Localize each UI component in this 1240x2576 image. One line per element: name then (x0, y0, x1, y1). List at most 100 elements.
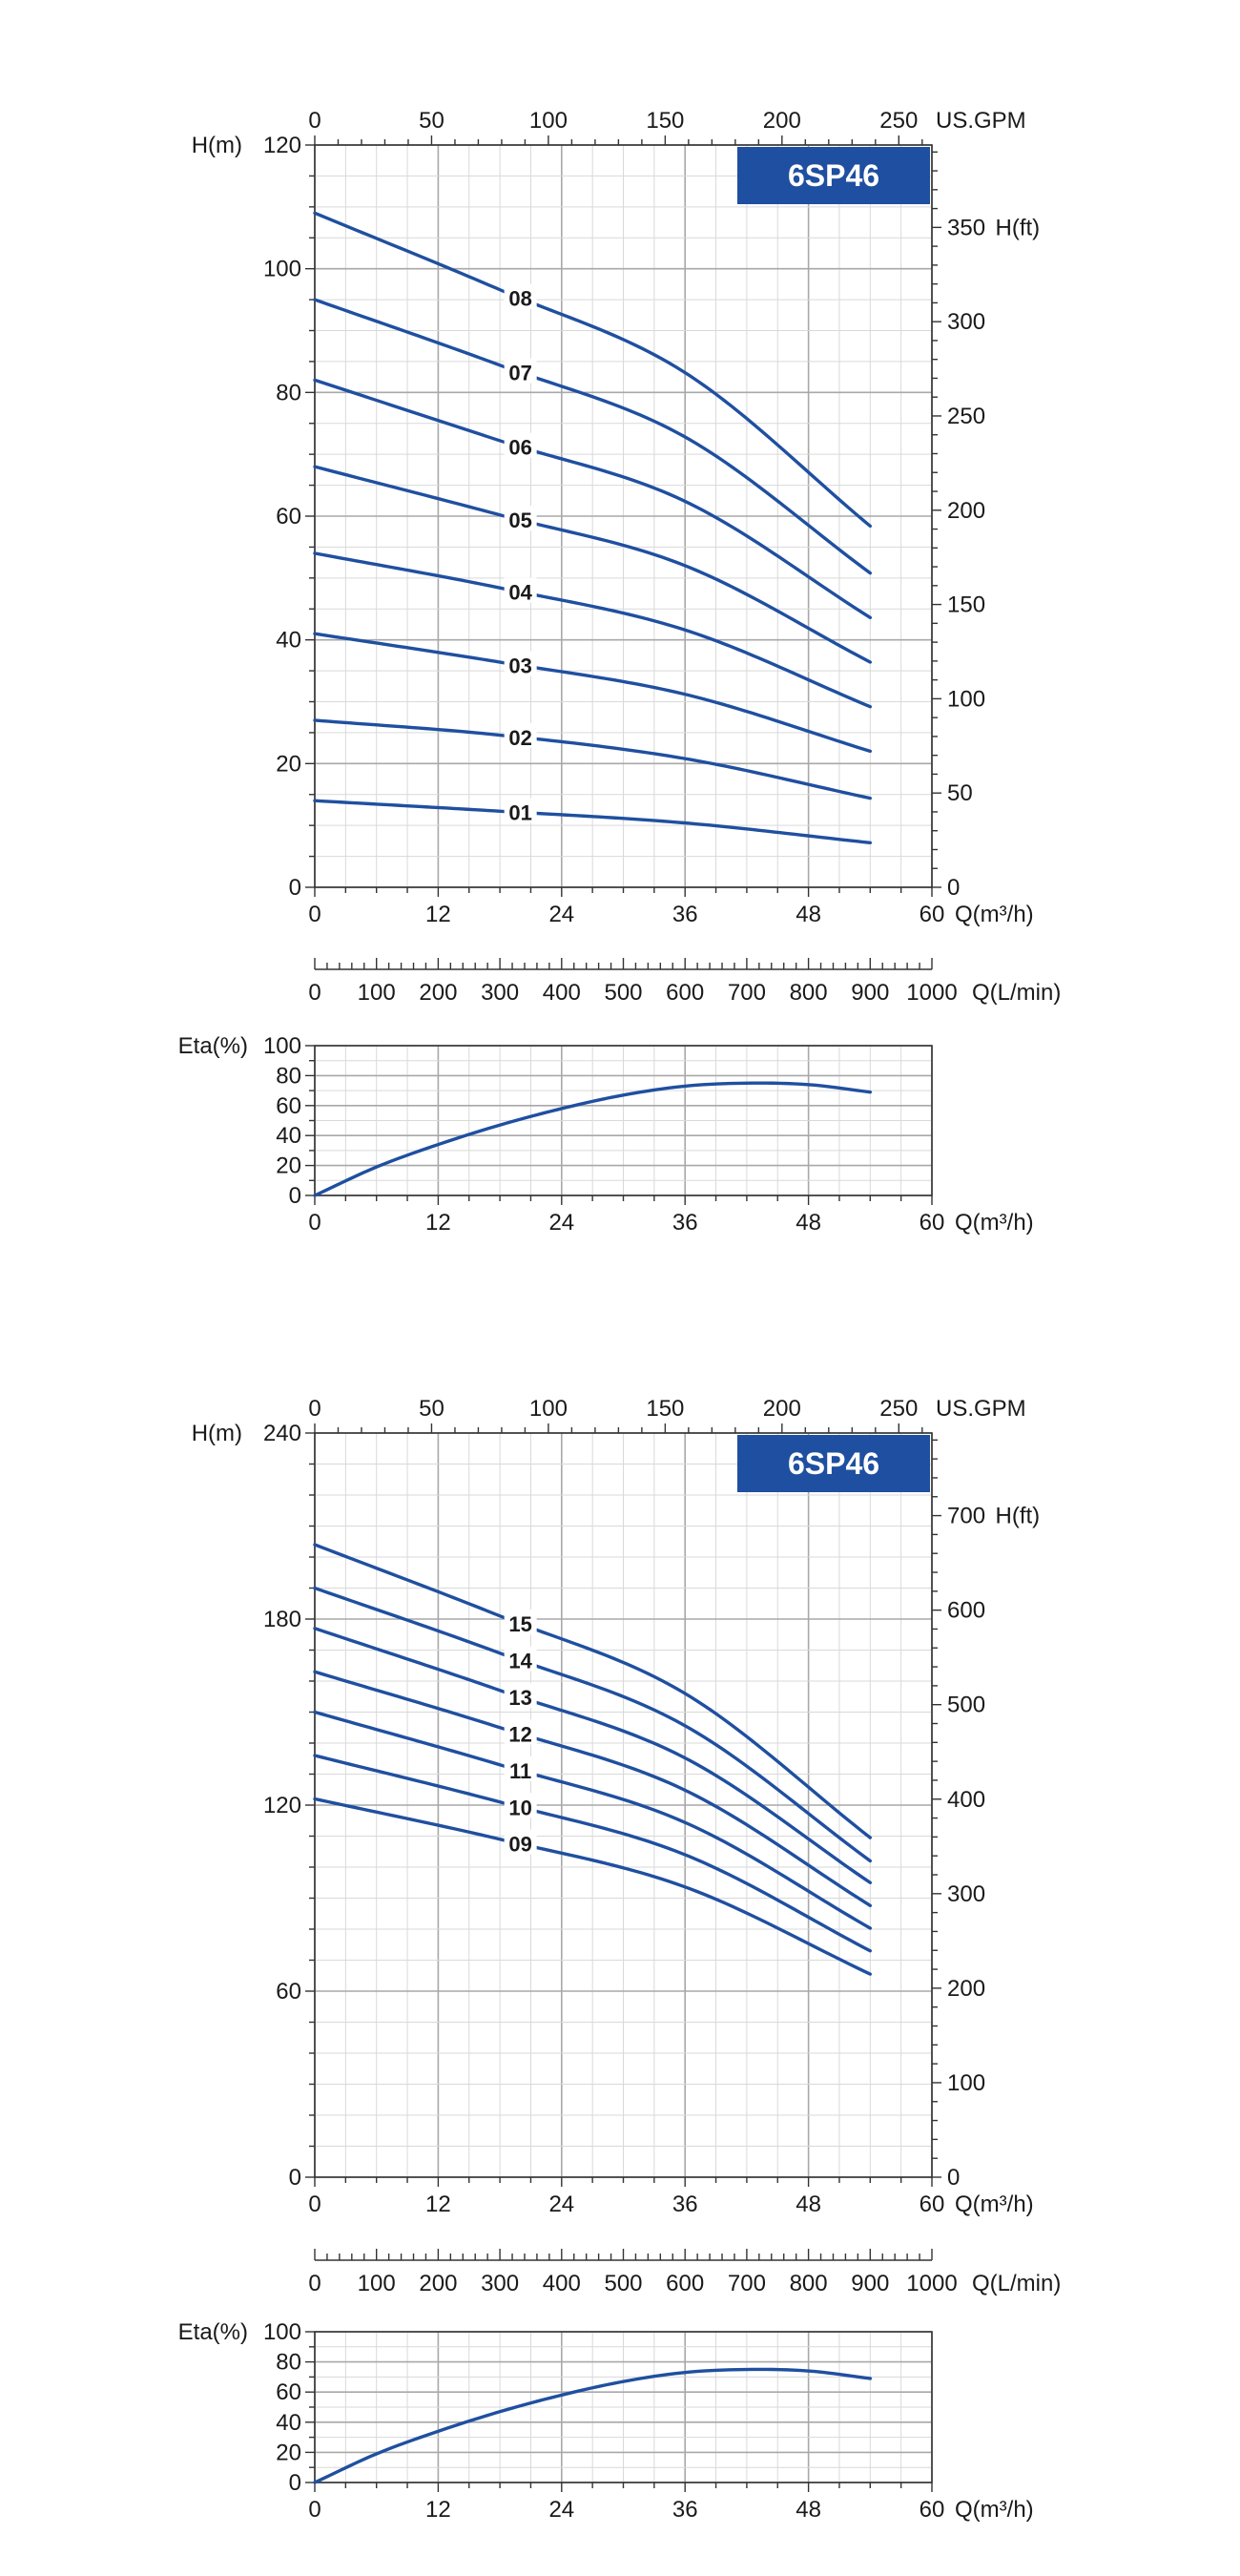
curve-label-04: 04 (508, 581, 532, 605)
lmin-axis-tick-label: 600 (666, 980, 704, 1006)
model-badge-text: 6SP46 (788, 1446, 879, 1481)
lmin-axis-tick-label: 1000 (906, 2271, 957, 2296)
right-axis-tick-label: 50 (947, 780, 973, 806)
x-axis-label: Q(m³/h) (955, 902, 1034, 927)
y-tick-label: 0 (289, 2470, 301, 2496)
y-tick-label: 0 (289, 2165, 301, 2191)
lmin-axis-tick-label: 0 (308, 2271, 320, 2296)
curve-12 (313, 1670, 872, 1907)
x-tick-label: 36 (672, 1210, 698, 1236)
curves: 09 10 11 12 13 14 15 (313, 1543, 872, 1976)
x-tick-label: 60 (920, 2497, 945, 2523)
y-tick-label: 20 (276, 1153, 301, 1179)
right-axis-tick-label: 100 (947, 2070, 985, 2096)
curve-06 (313, 378, 872, 620)
curve-label-background (504, 358, 537, 384)
right-axis-tick-label: 100 (947, 686, 985, 712)
lmin-axis-tick-label: 100 (358, 2271, 396, 2296)
y-tick-label: 120 (263, 1793, 301, 1818)
x-tick-label: 60 (920, 2192, 945, 2217)
x-tick-label: 24 (548, 1210, 574, 1236)
curve-label-background (504, 1829, 537, 1855)
top-axis-tick-label: 150 (646, 108, 684, 134)
lmin-axis-tick-label: 900 (851, 2271, 889, 2296)
curve-label-background (504, 1610, 537, 1635)
lmin-axis-tick-label: 800 (790, 2271, 828, 2296)
curve-label-background (504, 722, 537, 748)
y-tick-label: 80 (276, 380, 301, 405)
top-axis-tick-label: 200 (763, 1396, 801, 1422)
grid (314, 144, 933, 888)
top-axis-label: US.GPM (936, 1396, 1026, 1422)
y-tick-label: 100 (263, 2319, 301, 2345)
curve-08 (313, 211, 872, 529)
x-tick-label: 0 (308, 2497, 320, 2523)
top-axis-tick-label: 250 (879, 108, 918, 134)
y-tick-label: 100 (263, 1033, 301, 1059)
curve-label-background (504, 1683, 537, 1709)
curve-03 (313, 632, 872, 754)
top-axis-tick-label: 0 (308, 1396, 320, 1422)
curve-15 (313, 1543, 872, 1839)
y-axis-label: H(m) (192, 1421, 242, 1446)
right-axis-tick-label: 200 (947, 498, 985, 524)
curve-label-07: 07 (508, 362, 531, 385)
curve-04 (313, 551, 872, 709)
curve-10 (313, 1754, 872, 1953)
curve-label-11: 11 (509, 1759, 531, 1783)
lmin-axis-tick-label: 500 (604, 2271, 642, 2296)
top-axis-tick-label: 150 (646, 1396, 684, 1422)
curve-label-14: 14 (508, 1649, 532, 1672)
x-tick-label: 12 (425, 2192, 451, 2217)
y-axis-label: H(m) (192, 133, 242, 158)
x-tick-label: 24 (548, 2497, 574, 2523)
curve-01 (313, 799, 872, 845)
x-tick-label: 36 (672, 2497, 698, 2523)
right-axis-tick-label: 300 (947, 309, 985, 335)
top-axis-tick-label: 50 (419, 1396, 444, 1422)
top-axis-tick-label: 100 (529, 1396, 568, 1422)
chart-4: 0 20 40 60 80 100 Eta(%) 0 12 24 36 48 60 Q(m³/h) (178, 2319, 1034, 2523)
curve-label-background (504, 1719, 537, 1745)
lmin-axis-tick-label: 200 (419, 2271, 457, 2296)
y-tick-label: 40 (276, 628, 301, 654)
y-tick-label: 100 (263, 257, 301, 282)
model-badge (737, 1435, 930, 1492)
y-tick-label: 60 (276, 2379, 301, 2405)
lmin-axis-tick-label: 300 (481, 980, 519, 1006)
y-tick-label: 60 (276, 1093, 301, 1119)
y-tick-label: 60 (276, 504, 301, 530)
curve-label-06: 06 (508, 436, 531, 460)
right-axis-label: H(ft) (996, 215, 1041, 240)
y-axis-label: Eta(%) (178, 1033, 248, 1059)
curve-label-background (504, 506, 537, 531)
curve-label-background (504, 651, 537, 676)
x-tick-label: 36 (672, 902, 698, 927)
curve-14 (313, 1586, 872, 1863)
curve-label-background (504, 798, 537, 823)
right-axis-tick-label: 500 (947, 1693, 985, 1718)
lmin-axis-tick-label: 900 (851, 980, 889, 1006)
y-tick-label: 180 (263, 1607, 301, 1632)
x-tick-label: 24 (548, 2192, 574, 2217)
y-tick-label: 60 (276, 1979, 301, 2005)
grid (314, 1045, 933, 1196)
y-tick-label: 0 (289, 875, 301, 901)
top-axis-tick-label: 50 (419, 108, 444, 134)
curve-label-background (504, 283, 537, 309)
right-axis-tick-label: 600 (947, 1598, 985, 1624)
x-axis-label: Q(m³/h) (955, 2497, 1034, 2523)
curve-label-background (504, 577, 537, 603)
lmin-axis-label: Q(L/min) (972, 980, 1061, 1006)
curve-label-09: 09 (508, 1833, 531, 1857)
grid (314, 1432, 933, 2178)
y-tick-label: 40 (276, 1123, 301, 1149)
x-tick-label: 48 (796, 2192, 821, 2217)
lmin-axis-tick-label: 1000 (906, 980, 957, 1006)
top-axis-label: US.GPM (936, 108, 1026, 134)
x-axis-label: Q(m³/h) (955, 2192, 1034, 2217)
model-badge-text: 6SP46 (788, 158, 879, 193)
right-axis-tick-label: 300 (947, 1881, 985, 1907)
